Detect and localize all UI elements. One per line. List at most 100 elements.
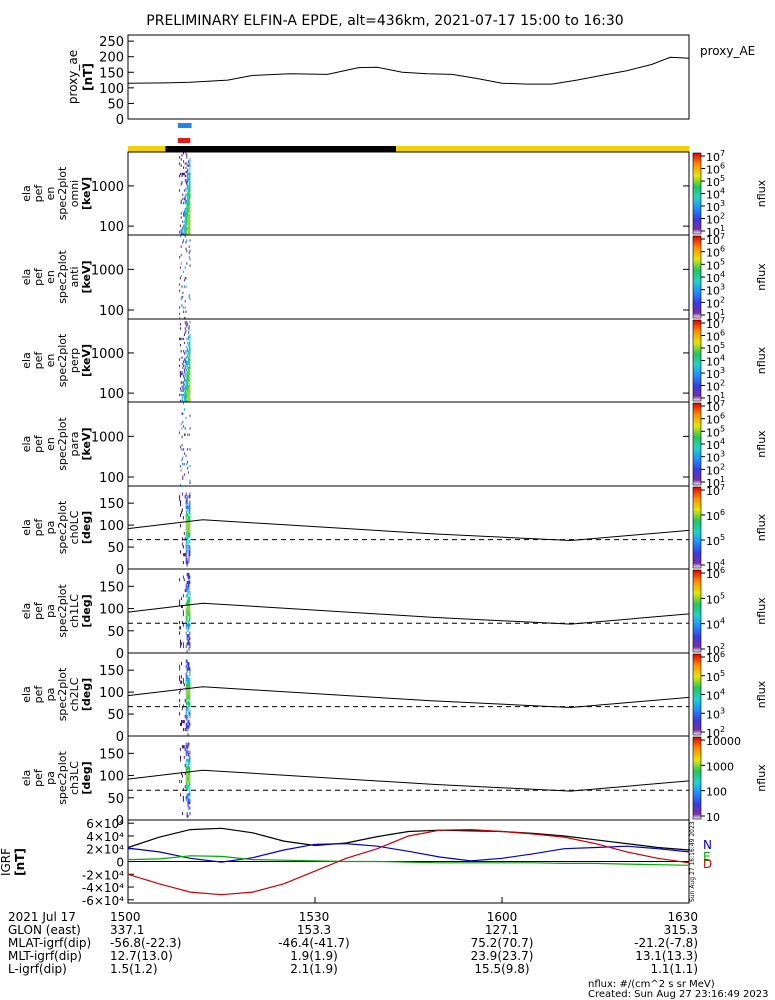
pitch-angle-cell	[182, 612, 184, 617]
spectrogram-cell	[187, 471, 189, 474]
spectrogram-cell	[189, 354, 191, 357]
pitch-angle-cell	[180, 722, 181, 726]
footer-glon-value: 315.3	[664, 923, 698, 937]
pitch-angle-cell	[182, 553, 184, 557]
spectrogram-cell	[183, 364, 185, 367]
pitch-angle-cell	[189, 500, 191, 504]
pitch-angle-cell	[188, 599, 190, 603]
spectrogram-cell	[188, 354, 190, 357]
pitch-angle-cell	[186, 642, 188, 646]
spectrogram-cell	[185, 166, 187, 169]
spectrogram-cell	[187, 201, 189, 205]
spectrogram-cell	[183, 310, 185, 313]
spectrogram-cell	[189, 350, 191, 353]
pitch-angle-cell	[188, 553, 190, 557]
pitch-angle-cell	[188, 555, 190, 559]
pitch-angle-cell	[186, 524, 188, 528]
pitch-angle-cell	[181, 745, 183, 749]
pitch-angle-cell	[188, 620, 190, 625]
spectrogram-cell	[184, 433, 186, 436]
spectrogram-cell	[182, 366, 184, 370]
footer-time-tick: 1530	[299, 910, 330, 924]
spectrogram-cell	[187, 197, 189, 201]
colorbar-tick-label: 100	[706, 786, 727, 799]
spectrogram-cell	[183, 224, 185, 227]
spectrogram-cell	[187, 358, 189, 361]
pitch-angle-cell	[188, 785, 190, 789]
spectrogram-cell	[179, 327, 181, 330]
spectrogram-cell	[185, 323, 187, 326]
pitch-angle-cell	[185, 795, 187, 800]
pitch-angle-cell	[189, 513, 191, 517]
pitch-angle-cell	[179, 664, 181, 668]
spectrogram-cell	[187, 341, 189, 345]
spectrogram-cell	[185, 224, 187, 227]
pitch-angle-cell	[188, 508, 190, 512]
pitch-angle-cell	[185, 712, 187, 716]
pitch-angle-cell	[186, 607, 188, 611]
footer-mlat-value: -46.4(-41.7)	[278, 936, 349, 950]
spectrogram-cell	[187, 218, 189, 221]
spectrogram-cell	[184, 179, 186, 182]
pitch-angle-cell	[185, 725, 187, 729]
spectrogram-cell	[180, 393, 182, 397]
spectrogram-cell	[181, 444, 183, 447]
spectrogram-cell	[187, 210, 189, 213]
pitch-angle-cell	[186, 659, 188, 663]
pitch-angle-cell	[185, 745, 187, 749]
spectrogram-cell	[185, 218, 187, 221]
pitch-angle-panel-1: 0 50 100 150 ela pef pa spec2plot ch1LC [deg]	[20, 568, 690, 662]
spectrogram-cell	[180, 253, 182, 257]
pitch-angle-cell	[187, 720, 189, 724]
pitch-angle-cell	[186, 561, 188, 565]
pitch-angle-cell	[187, 683, 189, 687]
spectrogram-cell	[186, 346, 188, 349]
pitch-angle-cell	[185, 558, 187, 562]
spectrogram-cell	[187, 232, 189, 236]
spectrogram-cell	[180, 164, 182, 167]
colorbar-tick-label: 106	[706, 412, 725, 427]
footer-time-tick: 1600	[487, 910, 518, 924]
pitch-angle-cell	[189, 779, 191, 784]
day-night-segment-day	[396, 146, 689, 152]
pitch-angle-cell	[188, 806, 190, 810]
pitch-angle-cell	[180, 680, 181, 684]
spectrogram-cell	[179, 277, 181, 280]
spectrogram-cell	[188, 325, 190, 328]
pitch-angle-cell	[180, 503, 181, 507]
pitch-angle-panel-ylabel: ela	[20, 686, 33, 703]
spectrogram-cell	[188, 203, 190, 207]
pitch-angle-cell	[186, 550, 188, 554]
spectrogram-cell	[184, 393, 186, 397]
spectrogram-cell	[184, 218, 186, 221]
pitch-angle-cell	[188, 662, 190, 666]
pitch-angle-cell	[188, 761, 190, 765]
colorbar-tick-label: 102	[706, 725, 725, 740]
spectrogram-cell	[186, 154, 188, 157]
pitch-angle-cell	[186, 558, 188, 562]
colorbar-tick-label: 106	[706, 650, 725, 665]
spectrogram-cell	[186, 397, 188, 401]
spectrogram-cell	[186, 356, 188, 359]
spectrogram-cell	[182, 230, 184, 234]
spectrogram-cell	[187, 348, 189, 351]
pitch-angle-cell	[184, 714, 186, 718]
footer-glon-value: 127.1	[485, 923, 519, 937]
spectrogram-cell	[183, 375, 185, 378]
spectrogram-cell	[182, 462, 184, 466]
spectrogram-cell	[183, 391, 185, 394]
spectrogram-cell	[185, 395, 187, 399]
spectrogram-cell	[187, 193, 189, 196]
spectrogram-cell	[189, 414, 191, 417]
spectrogram-cell	[189, 393, 191, 397]
spectrogram-cell	[183, 448, 185, 451]
spectrogram-cell	[182, 172, 184, 176]
spectrogram-cell	[183, 387, 185, 390]
pitch-angle-cell	[187, 704, 189, 708]
spectrogram-cell	[188, 218, 190, 221]
pitch-angle-cell	[183, 755, 185, 760]
spectrogram-cell	[187, 372, 189, 376]
colorbar-tick-label: 104	[706, 558, 725, 573]
